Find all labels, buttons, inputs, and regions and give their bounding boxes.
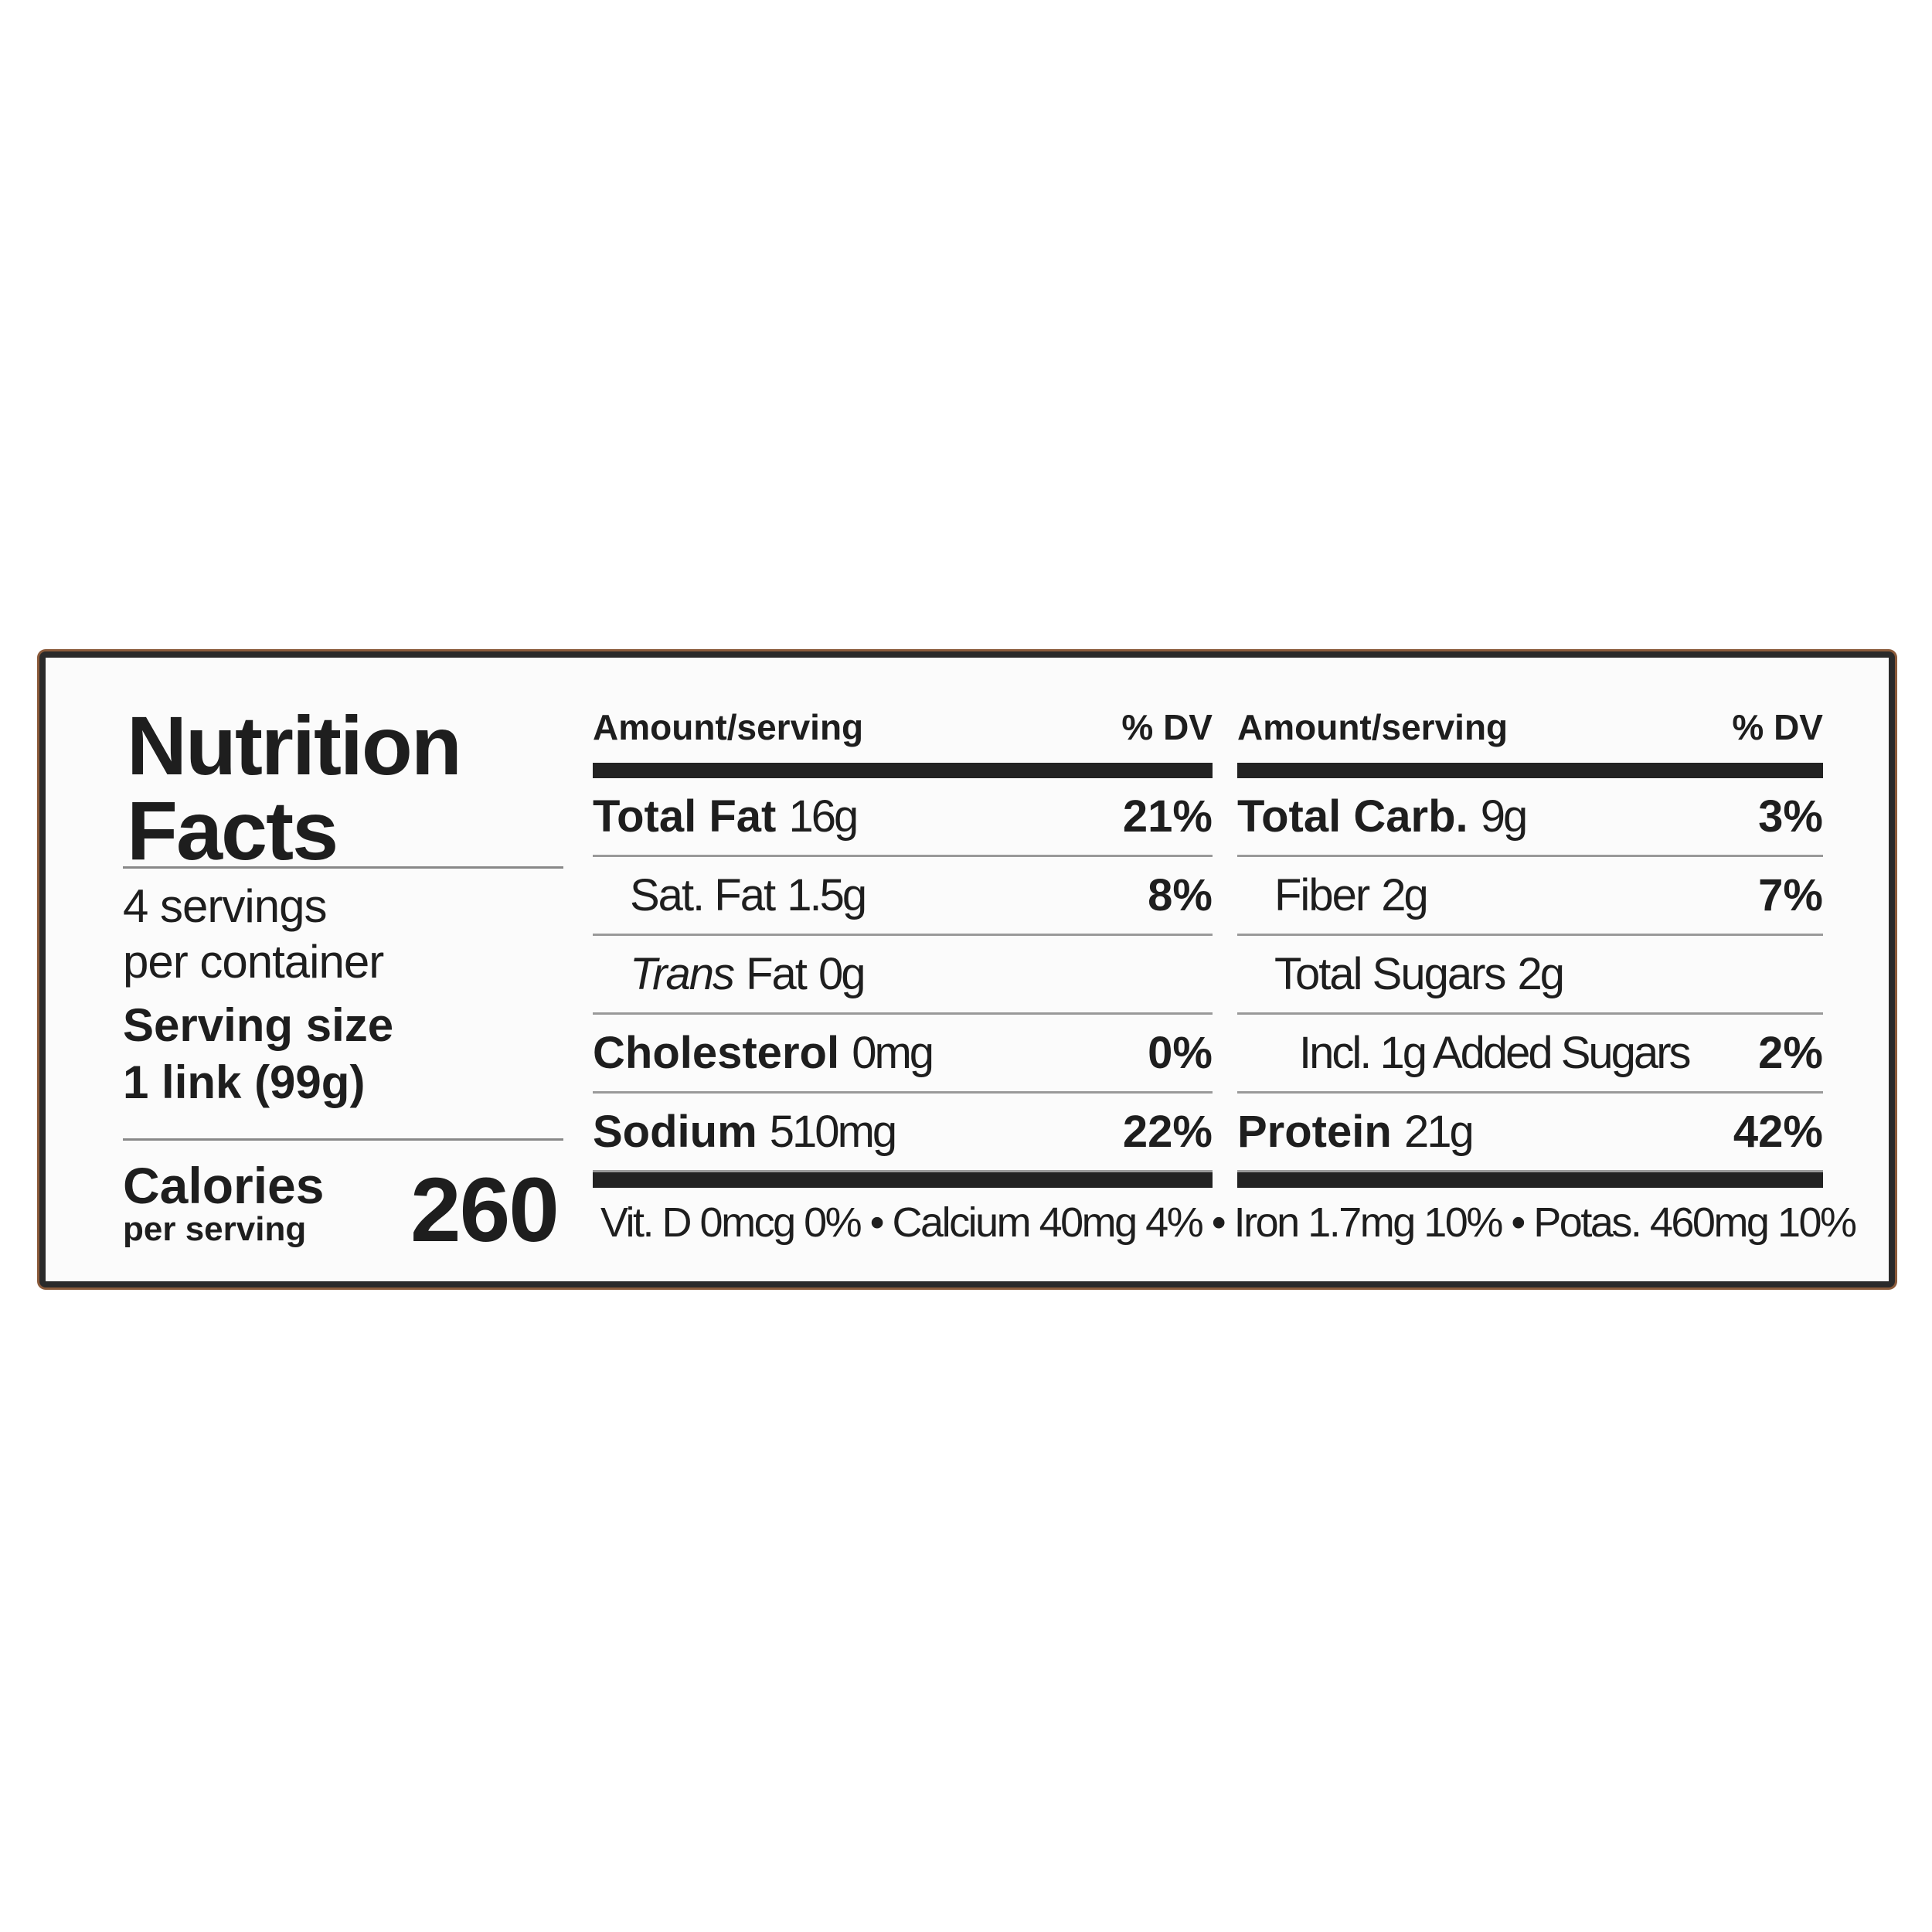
divider xyxy=(123,866,563,869)
divider xyxy=(123,1138,563,1141)
nutrient-row-added-sugars: Incl. 1g Added Sugars 2% xyxy=(1237,1015,1823,1094)
title-line-1: Nutrition xyxy=(127,699,462,792)
serving-size-label: Serving size xyxy=(123,999,394,1051)
calories-subtitle: per serving xyxy=(123,1210,307,1248)
nutrient-row-cholesterol: Cholesterol 0mg 0% xyxy=(593,1015,1213,1094)
title-line-2: Facts xyxy=(127,784,338,877)
vitamins-minerals-footer: Vit. D 0mcg 0% • Calcium 40mg 4% • Iron … xyxy=(600,1199,1857,1246)
calories-label: Calories xyxy=(123,1157,325,1214)
serving-size-value: 1 link (99g) xyxy=(123,1056,366,1108)
thick-divider xyxy=(593,763,1213,778)
dv-header: % DV xyxy=(1121,707,1213,747)
dv-header: % DV xyxy=(1732,707,1823,747)
nutrient-column-2: Amount/serving % DV Total Carb. 9g 3% Fibe… xyxy=(1237,704,1823,1188)
thick-divider xyxy=(1237,1172,1823,1188)
amount-header: Amount/serving xyxy=(593,707,864,747)
nutrient-row-trans-fat: Trans Fat 0g xyxy=(593,936,1213,1015)
thick-divider xyxy=(1237,763,1823,778)
nutrient-column-1: Amount/serving % DV Total Fat 16g 21% Sat.… xyxy=(593,704,1213,1188)
nutrition-facts-label: Nutrition Facts 4 servings per container… xyxy=(39,651,1895,1287)
thick-divider xyxy=(593,1172,1213,1188)
nutrient-row-sat-fat: Sat. Fat 1.5g 8% xyxy=(593,857,1213,936)
nutrient-row-total-carb: Total Carb. 9g 3% xyxy=(1237,778,1823,857)
nutrient-row-protein: Protein 21g 42% xyxy=(1237,1094,1823,1172)
nutrient-row-sodium: Sodium 510mg 22% xyxy=(593,1094,1213,1172)
nutrient-row-total-fat: Total Fat 16g 21% xyxy=(593,778,1213,857)
servings-line-1: 4 servings xyxy=(123,880,327,932)
nutrient-row-total-sugars: Total Sugars 2g xyxy=(1237,936,1823,1015)
amount-header: Amount/serving xyxy=(1237,707,1509,747)
calories-value: 260 xyxy=(410,1159,560,1261)
nutrient-row-fiber: Fiber 2g 7% xyxy=(1237,857,1823,936)
servings-line-2: per container xyxy=(123,936,384,988)
